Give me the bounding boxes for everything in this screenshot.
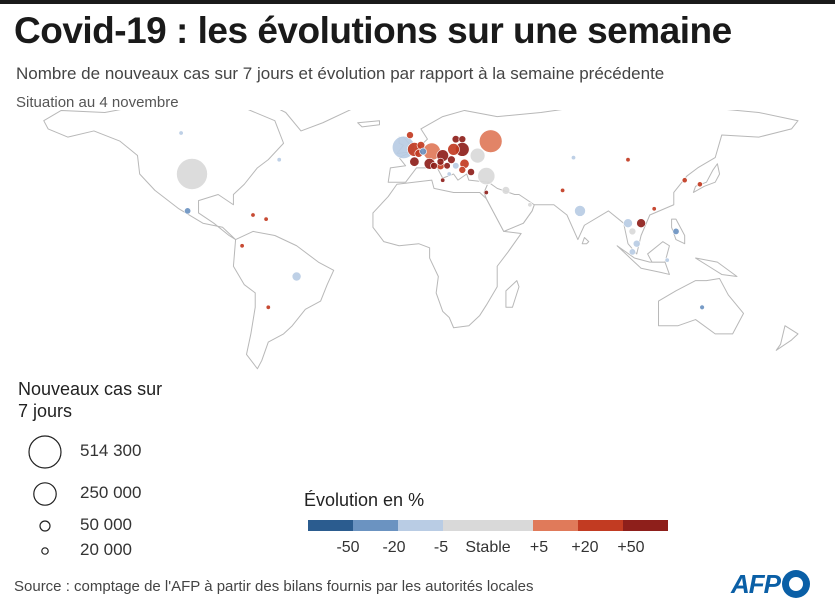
case-bubble	[430, 161, 438, 170]
case-bubble	[527, 202, 533, 208]
case-bubble	[451, 135, 460, 144]
evolution-label: +20	[571, 539, 599, 556]
case-bubble	[501, 186, 511, 195]
case-bubble	[291, 271, 302, 282]
size-legend-circle	[39, 520, 51, 532]
land-indonesia	[616, 245, 670, 275]
bubble-layer	[176, 129, 705, 311]
case-bubble	[458, 135, 467, 144]
case-bubble	[636, 218, 646, 228]
world-map	[43, 110, 799, 370]
case-bubble	[447, 155, 456, 164]
afp-logo-mark	[782, 570, 810, 598]
case-bubble	[406, 131, 414, 139]
case-bubble	[623, 218, 633, 228]
case-bubble	[440, 177, 446, 183]
case-bubble	[625, 157, 631, 163]
case-bubble	[409, 156, 420, 167]
case-bubble	[419, 147, 427, 156]
case-bubble	[446, 171, 452, 177]
case-bubble	[632, 239, 641, 248]
size-legend-circle	[33, 482, 57, 506]
case-bubble	[452, 162, 460, 170]
case-bubble	[184, 207, 192, 215]
case-bubble	[178, 130, 184, 136]
case-bubble	[664, 257, 670, 263]
case-bubble	[479, 129, 503, 153]
case-bubble	[560, 187, 566, 193]
land-africa	[372, 179, 522, 329]
case-bubble	[447, 143, 460, 156]
case-bubble	[469, 147, 486, 164]
case-bubble	[250, 212, 256, 218]
evolution-color-segment	[398, 520, 443, 531]
case-bubble	[263, 216, 269, 222]
size-legend-label: 20 000	[80, 540, 132, 559]
afp-logo: AFP	[731, 567, 810, 601]
evolution-label: -50	[336, 539, 360, 556]
land-arabia	[483, 181, 535, 232]
case-bubble	[697, 181, 703, 188]
size-legend-label: 514 300	[80, 441, 142, 460]
page-subtitle: Nombre de nouveaux cas sur 7 jours et év…	[16, 64, 665, 83]
evolution-color-segment	[308, 520, 353, 531]
evolution-label: +5	[529, 539, 549, 556]
evolution-legend-title: Évolution en %	[304, 490, 425, 510]
evolution-color-segment	[443, 520, 533, 531]
evolution-color-segment	[353, 520, 398, 531]
case-bubble	[574, 205, 586, 217]
case-bubble	[276, 157, 282, 163]
case-bubble	[265, 304, 271, 310]
land-greenland	[279, 110, 352, 132]
size-legend-circle	[41, 547, 49, 555]
case-bubble	[699, 304, 705, 311]
page-title: Covid-19 : les évolutions sur une semain…	[14, 10, 732, 51]
case-bubble	[239, 243, 245, 249]
case-bubble	[672, 227, 680, 235]
evolution-label: Stable	[465, 539, 511, 556]
case-bubble	[176, 158, 208, 190]
size-legend-circle	[28, 435, 62, 469]
case-bubble	[570, 155, 576, 161]
size-legend-title: Nouveaux cas sur 7 jours	[18, 379, 163, 421]
case-bubble	[628, 248, 636, 256]
case-bubble	[458, 166, 467, 174]
land-sri-lanka	[581, 237, 590, 245]
evolution-color-bar	[308, 520, 668, 531]
case-bubble	[628, 227, 637, 236]
land-south-america	[232, 230, 335, 370]
land-iceland	[357, 120, 380, 128]
source-note: Source : comptage de l'AFP à partir des …	[14, 578, 534, 595]
evolution-label: -20	[382, 539, 406, 556]
case-bubble	[681, 177, 688, 184]
land-madagascar	[505, 280, 520, 308]
land-new-guinea	[695, 257, 738, 277]
case-bubble	[467, 168, 475, 176]
situation-date: Situation au 4 novembre	[16, 94, 179, 111]
top-rule	[0, 0, 835, 4]
case-bubble	[436, 157, 445, 166]
case-bubble	[483, 190, 489, 196]
size-legend-label: 250 000	[80, 483, 142, 502]
evolution-color-segment	[578, 520, 623, 531]
case-bubble	[443, 162, 451, 170]
land-north-america	[43, 110, 285, 241]
evolution-label: +50	[617, 539, 645, 556]
evolution-label: -5	[433, 539, 449, 556]
evolution-color-segment	[623, 520, 668, 531]
size-legend-label: 50 000	[80, 515, 132, 534]
land-new-zealand	[775, 325, 799, 351]
case-bubble	[651, 206, 657, 212]
land-borneo	[647, 241, 670, 263]
case-bubble	[477, 167, 496, 186]
evolution-color-segment	[533, 520, 578, 531]
